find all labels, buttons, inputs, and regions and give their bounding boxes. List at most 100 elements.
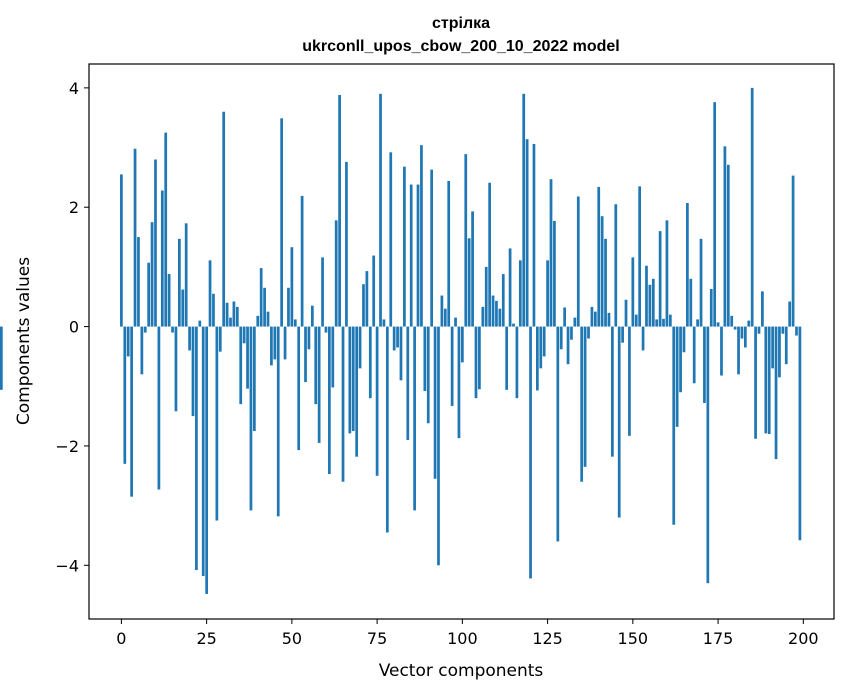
bar — [443, 308, 447, 327]
bar — [287, 287, 290, 327]
bar — [188, 326, 191, 351]
bar — [478, 326, 481, 390]
x-tick-label: 150 — [618, 629, 649, 648]
bar — [120, 174, 123, 327]
bar — [276, 326, 280, 517]
bar — [321, 257, 324, 327]
bar — [263, 287, 266, 327]
bar — [396, 326, 399, 348]
bar — [413, 326, 416, 511]
bar — [403, 166, 406, 327]
bar — [174, 326, 178, 412]
bar — [409, 184, 413, 327]
bar — [696, 319, 699, 327]
bar — [488, 182, 491, 327]
bar — [709, 288, 713, 327]
bar — [157, 326, 161, 490]
bar — [716, 322, 720, 327]
bar — [593, 311, 597, 327]
bar — [212, 293, 215, 327]
bar — [563, 307, 567, 327]
bar — [317, 326, 321, 443]
bar — [222, 111, 226, 327]
bar — [491, 295, 495, 327]
bar — [450, 326, 454, 406]
bar-series — [0, 87, 802, 594]
bar — [484, 266, 488, 327]
bar — [621, 326, 624, 343]
bar — [682, 326, 686, 353]
bar — [297, 326, 301, 451]
bar — [191, 326, 195, 417]
bar — [181, 289, 185, 327]
bar — [576, 196, 580, 327]
bar — [754, 326, 757, 439]
chart-title: стрілка — [432, 15, 490, 32]
bar — [508, 248, 512, 327]
bar — [518, 260, 522, 327]
bar — [740, 326, 744, 339]
bar — [757, 326, 761, 334]
bar — [201, 326, 205, 577]
bar — [590, 306, 594, 327]
bar — [501, 274, 505, 327]
bar — [706, 326, 710, 584]
bar — [795, 326, 798, 336]
bar — [171, 326, 174, 333]
bar — [467, 238, 471, 327]
bar — [273, 326, 277, 360]
bar — [235, 306, 239, 327]
bar — [310, 305, 314, 327]
bar — [692, 326, 696, 384]
bar — [730, 315, 734, 327]
y-tick-label: −2 — [55, 437, 79, 456]
bar — [246, 326, 249, 389]
bar — [570, 326, 573, 340]
bar — [628, 326, 631, 436]
bar — [331, 326, 335, 388]
bar — [767, 326, 771, 434]
bar — [154, 159, 157, 327]
bar — [368, 326, 372, 399]
x-tick-label: 75 — [367, 629, 387, 648]
bar — [0, 326, 3, 390]
bar — [645, 265, 648, 327]
bar — [355, 326, 359, 457]
bar — [314, 326, 318, 405]
bar — [423, 326, 427, 392]
bar — [338, 95, 341, 327]
bar — [713, 102, 717, 327]
bar — [481, 306, 485, 327]
bar — [464, 154, 468, 327]
bar — [515, 326, 519, 399]
bar — [686, 203, 689, 327]
bar — [679, 326, 682, 393]
bar — [549, 179, 553, 327]
bar — [382, 319, 386, 327]
x-tick-label: 125 — [532, 629, 563, 648]
bar — [420, 145, 423, 327]
bar — [358, 326, 362, 369]
bar — [328, 326, 331, 474]
bar — [703, 326, 706, 403]
x-axis-label: Vector components — [379, 661, 544, 681]
bar — [389, 152, 393, 327]
bar — [638, 186, 642, 327]
bar — [130, 326, 133, 497]
bar — [580, 326, 584, 482]
bar — [293, 319, 297, 327]
bar — [597, 186, 601, 327]
bar — [416, 184, 420, 327]
bar — [648, 284, 652, 327]
x-tick-label: 0 — [116, 629, 126, 648]
bar — [430, 169, 434, 327]
bar — [699, 238, 703, 327]
bar — [365, 271, 369, 327]
x-axis: 0 25 50 75 100 125 150 175 200 — [116, 619, 819, 648]
bar — [385, 326, 389, 533]
bar — [614, 204, 618, 327]
y-tick-label: 0 — [69, 318, 79, 337]
bar — [573, 317, 577, 327]
bar — [474, 326, 478, 399]
